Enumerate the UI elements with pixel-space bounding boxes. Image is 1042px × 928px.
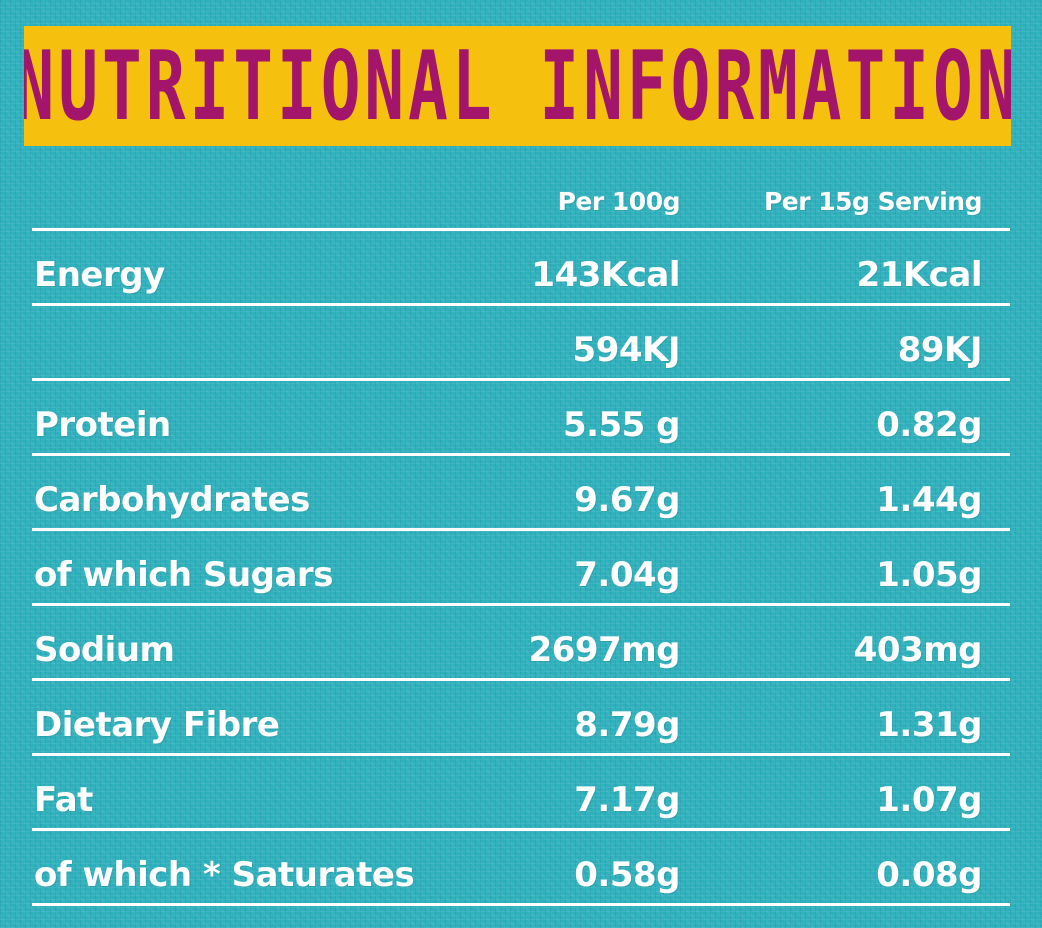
per-serving-value: 403mg bbox=[853, 630, 983, 670]
per-serving-value: 1.44g bbox=[876, 480, 982, 520]
per-serving-value: 1.05g bbox=[876, 555, 982, 595]
per-100g-value: 9.67g bbox=[574, 480, 680, 520]
table-row: Energy 143Kcal 21Kcal bbox=[32, 231, 1010, 306]
table-row: Sodium 2697mg 403mg bbox=[32, 606, 1010, 681]
per-100g-value: 594KJ bbox=[572, 330, 681, 370]
per-100g-value: 7.17g bbox=[574, 780, 680, 820]
per-100g-value: 7.04g bbox=[574, 555, 680, 595]
per-100g-value: 143Kcal bbox=[531, 255, 680, 295]
per-100g-value: 2697mg bbox=[528, 630, 681, 670]
column-header-per-serving: Per 15g Serving bbox=[763, 187, 983, 216]
column-header-per-100g: Per 100g bbox=[557, 187, 681, 216]
table-row: Carbohydrates 9.67g 1.44g bbox=[32, 456, 1010, 531]
table-row: Dietary Fibre 8.79g 1.31g bbox=[32, 681, 1010, 756]
table-row: Fat 7.17g 1.07g bbox=[32, 756, 1010, 831]
table-header: Per 100g Per 15g Serving bbox=[32, 168, 1010, 231]
table-row: of which * Saturates 0.58g 0.08g bbox=[32, 831, 1010, 906]
per-serving-value: 1.07g bbox=[876, 780, 982, 820]
nutrient-label: Energy bbox=[34, 255, 165, 295]
per-serving-value: 21Kcal bbox=[856, 255, 983, 295]
per-serving-value: 0.82g bbox=[876, 405, 982, 445]
per-serving-value: 89KJ bbox=[897, 330, 983, 370]
per-100g-value: 0.58g bbox=[574, 855, 680, 895]
title-banner: NUTRITIONAL INFORMATION bbox=[24, 26, 1011, 146]
nutrient-label: of which Sugars bbox=[34, 555, 333, 595]
page-title: NUTRITIONAL INFORMATION bbox=[24, 30, 1011, 142]
nutrition-table: Per 100g Per 15g Serving Energy 143Kcal … bbox=[32, 168, 1010, 906]
per-serving-value: 1.31g bbox=[876, 705, 982, 745]
nutrient-label: Protein bbox=[34, 405, 171, 445]
per-100g-value: 8.79g bbox=[574, 705, 680, 745]
nutrient-label: Dietary Fibre bbox=[34, 705, 280, 745]
nutrient-label: of which * Saturates bbox=[34, 855, 415, 895]
nutrient-label: Sodium bbox=[34, 630, 175, 670]
table-row: of which Sugars 7.04g 1.05g bbox=[32, 531, 1010, 606]
table-row: 594KJ 89KJ bbox=[32, 306, 1010, 381]
table-row: Protein 5.55 g 0.82g bbox=[32, 381, 1010, 456]
nutrient-label: Fat bbox=[34, 780, 93, 820]
per-serving-value: 0.08g bbox=[876, 855, 982, 895]
nutrient-label: Carbohydrates bbox=[34, 480, 310, 520]
per-100g-value: 5.55 g bbox=[562, 405, 681, 445]
